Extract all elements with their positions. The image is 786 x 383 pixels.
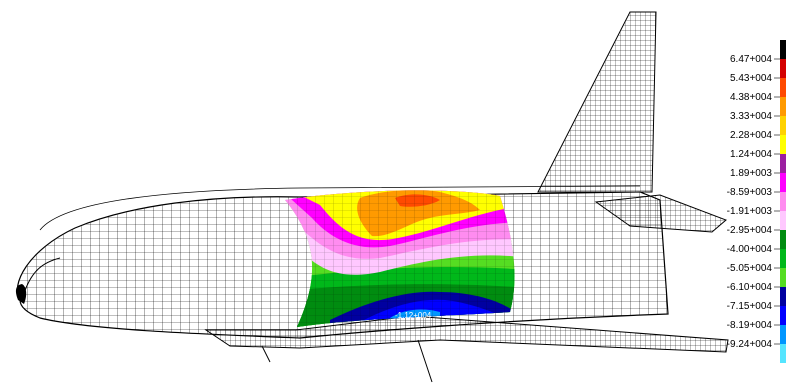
legend-label: -9.24+004 xyxy=(727,339,773,350)
legend-swatch xyxy=(780,306,786,325)
legend-swatch xyxy=(780,344,786,363)
legend-swatch xyxy=(780,230,786,249)
legend-swatch xyxy=(780,40,786,59)
legend-label: -5.05+004 xyxy=(727,263,773,274)
wing-mesh xyxy=(204,315,729,383)
legend-label: 1.24+004 xyxy=(730,149,772,160)
node-label: -1.12+004 xyxy=(395,311,432,320)
legend-label: -7.15+004 xyxy=(727,301,773,312)
legend-swatch xyxy=(780,211,786,230)
legend-swatch xyxy=(780,116,786,135)
legend-label: 2.28+004 xyxy=(730,130,772,141)
legend-swatch xyxy=(780,154,786,173)
vertical-tail xyxy=(537,11,657,193)
legend-label: -8.19+004 xyxy=(727,320,773,331)
legend-swatch xyxy=(780,173,786,192)
legend-swatch xyxy=(780,97,786,116)
legend-label: 4.38+004 xyxy=(730,92,772,103)
legend-label: -4.00+004 xyxy=(727,244,773,255)
legend-label: 1.89+003 xyxy=(730,168,772,179)
legend-swatch xyxy=(780,325,786,344)
legend-swatch xyxy=(780,135,786,154)
legend-label: -2.95+004 xyxy=(727,225,773,236)
legend-label: -8.59+003 xyxy=(727,187,773,198)
legend-label: 3.33+004 xyxy=(730,111,772,122)
legend-label: 6.47+004 xyxy=(730,54,772,65)
legend-swatch xyxy=(780,268,786,287)
legend-label: 5.43+004 xyxy=(730,73,772,84)
legend-swatch xyxy=(780,249,786,268)
legend-swatch xyxy=(780,192,786,211)
legend-swatch xyxy=(780,59,786,78)
legend-label: -6.10+004 xyxy=(727,282,773,293)
stress-contour xyxy=(285,190,515,327)
legend-label: -1.91+003 xyxy=(727,206,773,217)
contour-legend: 6.47+004 5.43+004 4.38+004 3.33+004 2.28+004… xyxy=(727,40,786,363)
legend-swatch xyxy=(780,78,786,97)
legend-swatch xyxy=(780,287,786,306)
